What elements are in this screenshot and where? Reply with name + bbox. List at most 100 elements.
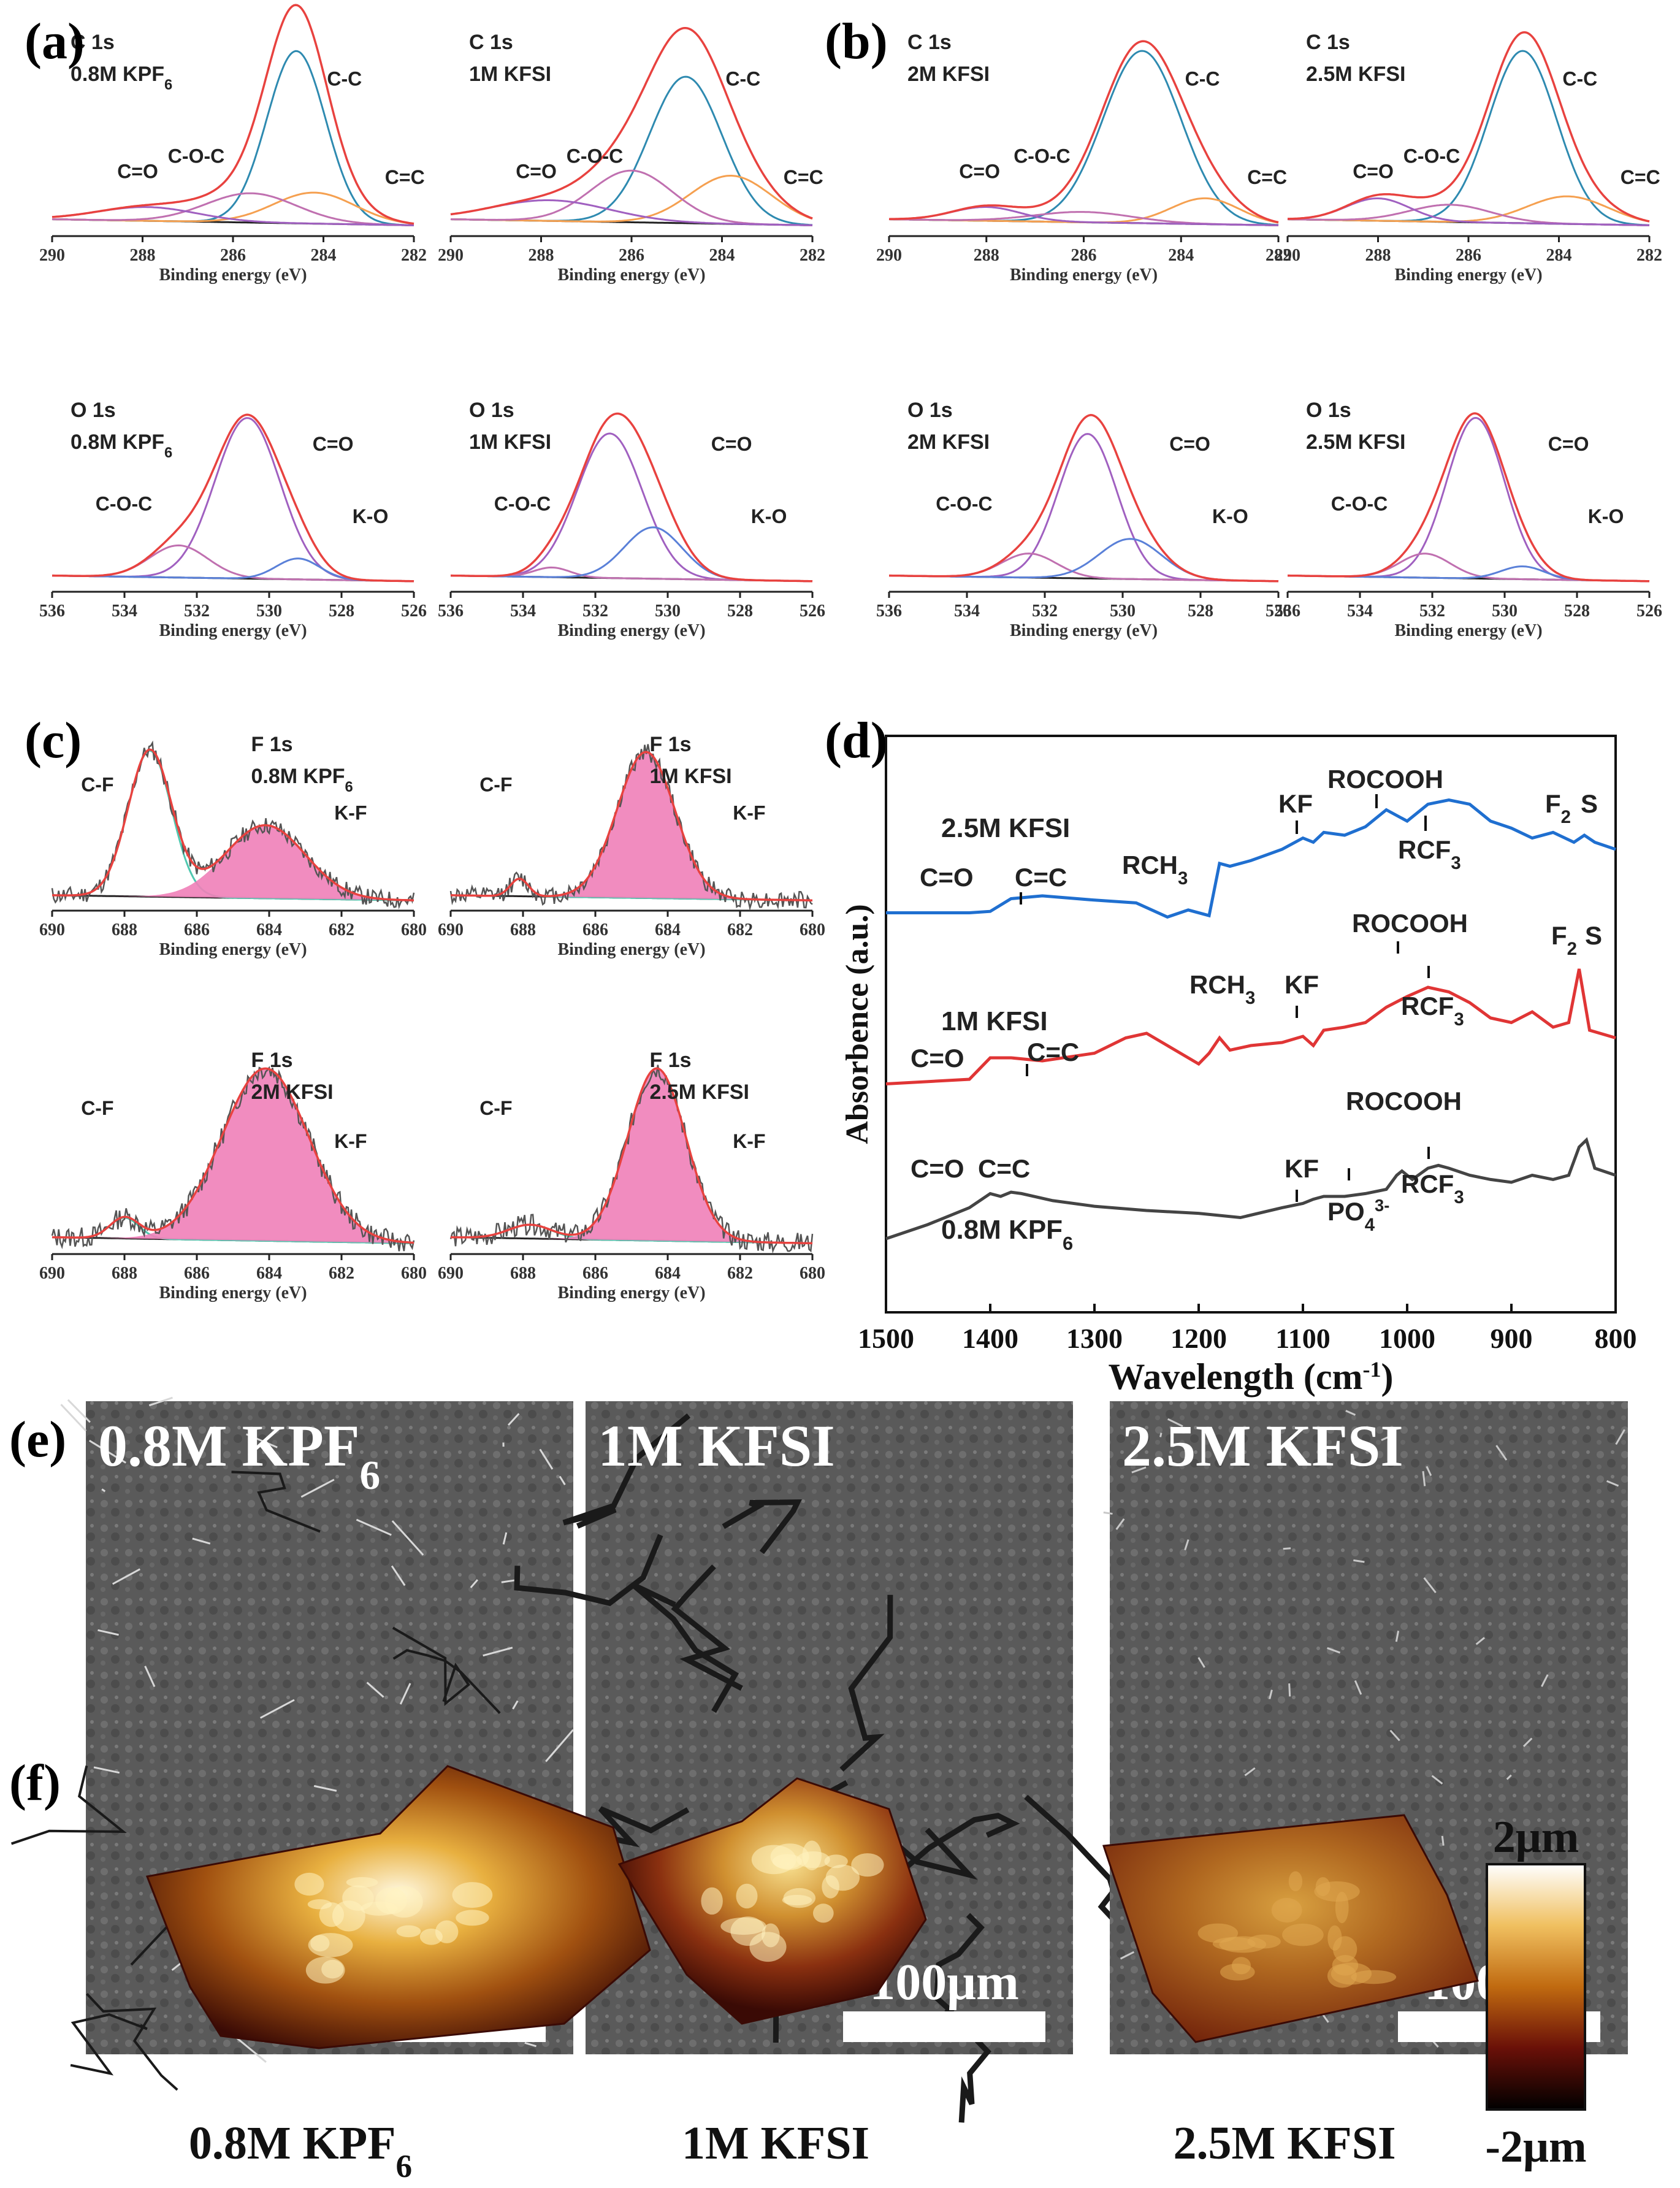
peak-label-K-O: K-O (1588, 505, 1624, 527)
sem-sample-label: 0.8M KPF6 (98, 1413, 380, 1498)
afm-feature (822, 1875, 839, 1899)
peak-C-C (450, 75, 813, 226)
sem-fibre (391, 1565, 406, 1586)
panel-sample: 2M KFSI (907, 430, 990, 454)
text-main: KF (1285, 1154, 1319, 1183)
x-axis-label: Binding energy (eV) (159, 621, 307, 640)
sem-fibre (1522, 1737, 1533, 1748)
sem-fibre (356, 1518, 392, 1536)
ftir-annotation: RCH3 (1122, 851, 1188, 889)
text-end: ) (1381, 1356, 1393, 1397)
afm-feature (1220, 1964, 1255, 1981)
ftir-frame (885, 735, 1617, 1314)
ftir-annotation: KF (1278, 789, 1313, 818)
x-tick-label: 286 (619, 246, 644, 265)
text-main: 0.8M KPF (941, 1215, 1063, 1245)
text-main: ROCOOH (1346, 1087, 1462, 1115)
x-tick-label: 532 (582, 602, 608, 621)
peak-fill-KF (451, 1068, 812, 1244)
afm-caption: 0.8M KPF6 (189, 2117, 412, 2184)
panel-sample: 2M KFSI (907, 63, 990, 86)
x-axis-label: Binding energy (eV) (159, 266, 307, 285)
text-sub: 2 (1567, 939, 1577, 959)
colorbar-min-label: -2μm (1485, 2122, 1586, 2172)
ftir-annotation: C=O (920, 863, 974, 892)
x-tick-label: 290 (876, 246, 902, 265)
peak-label-C=C: C=C (1621, 166, 1660, 188)
x-tick-label: 288 (974, 246, 999, 265)
panel-title: O 1s (469, 399, 514, 422)
text-sub: 6 (164, 77, 172, 93)
x-tick-label: 1300 (1066, 1323, 1123, 1354)
x-tick-label: 528 (1188, 602, 1213, 621)
afm-feature (1332, 1936, 1357, 1962)
peak-label-C=O: C=O (711, 433, 752, 455)
x-tick-label: 688 (510, 1264, 536, 1283)
afm-feature (851, 1853, 884, 1877)
afm-colorbar (1486, 1863, 1586, 2111)
xps-chart-F1s-0.8KPF6: 690 688 686 684 682 680 Binding energy (eV) F 1… (39, 733, 427, 959)
x-tick-label: 684 (256, 1264, 282, 1283)
text-main: C=C (1015, 863, 1067, 892)
x-tick-label: 684 (655, 1264, 681, 1283)
x-tick-label: 290 (1275, 246, 1300, 265)
sem-fibre (1345, 1410, 1356, 1416)
panel-sample: 2M KFSI (251, 1081, 334, 1104)
x-tick-label: 682 (727, 1264, 753, 1283)
sem-fibre (366, 1681, 384, 1698)
sem-crack (562, 1413, 691, 1529)
x-tick-label: 282 (1266, 246, 1291, 265)
sem-fibre (524, 2041, 536, 2048)
panel-title: C 1s (907, 31, 952, 54)
peak-C-O-C (888, 211, 1279, 226)
peak-label-C-O-C: C-O-C (96, 492, 152, 514)
sem-fibre (1615, 1429, 1625, 1445)
text-sub: 3 (1451, 853, 1460, 873)
ftir-annotation: RCF3 (1398, 835, 1461, 873)
text-main: RCF (1401, 1169, 1454, 1198)
text-main: RCH (1189, 970, 1245, 999)
ftir-annotation: RCF3 (1401, 1169, 1464, 1207)
text-main: 0.8M KPF (98, 1413, 360, 1478)
x-tick-label: 684 (655, 920, 681, 939)
x-tick-label: 686 (582, 1264, 608, 1283)
sem-sample-label: 2.5M KFSI (1122, 1413, 1403, 1478)
panel-label-a: (a) (25, 13, 85, 70)
x-tick-label: 688 (112, 1264, 137, 1283)
sem-fibre (1327, 1647, 1341, 1654)
envelope-line (52, 4, 414, 225)
x-tick-label: 288 (529, 246, 554, 265)
panel-sample: 1M KFSI (650, 765, 732, 788)
x-tick-label: 282 (800, 246, 825, 265)
ftir-annotation: RCH3 (1189, 970, 1255, 1008)
text-main: ROCOOH (1352, 909, 1468, 938)
peak-label-C-C: C-C (1185, 67, 1220, 90)
peak-C-O-C (450, 169, 813, 226)
x-tick-label: 690 (39, 1264, 65, 1283)
ftir-annotation: C=C (1015, 863, 1067, 892)
x-axis-label: Binding energy (eV) (159, 940, 307, 959)
envelope-line (52, 1067, 414, 1244)
sem-fibre (1475, 1637, 1486, 1645)
afm-feature (783, 1888, 816, 1908)
panel-title: C 1s (1306, 31, 1350, 54)
x-tick-label: 1100 (1275, 1323, 1330, 1354)
peak-label-K-O: K-O (1212, 505, 1248, 527)
text-sub: 6 (164, 445, 172, 461)
ftir-annotation: KF (1285, 1154, 1319, 1183)
peak-label-C=O: C=O (117, 161, 158, 183)
afm-feature (1271, 1897, 1302, 1923)
text-main: PO (1327, 1197, 1365, 1226)
text-sub: 2 (1561, 807, 1571, 827)
peak-label-C-O-C: C-O-C (936, 492, 992, 514)
text-sup: -1 (1362, 1357, 1381, 1382)
peak-fill-KF (52, 1068, 414, 1244)
x-tick-label: 290 (438, 246, 464, 265)
ftir-annotation: C=O (911, 1154, 964, 1183)
x-tick-label: 1200 (1170, 1323, 1227, 1354)
x-tick-label: 530 (1110, 602, 1136, 621)
ftir-annotation: RCF3 (1401, 992, 1464, 1030)
peak-fill-KF (52, 825, 414, 901)
panel-label-f: (f) (9, 1754, 61, 1811)
x-tick-label: 532 (184, 602, 210, 621)
